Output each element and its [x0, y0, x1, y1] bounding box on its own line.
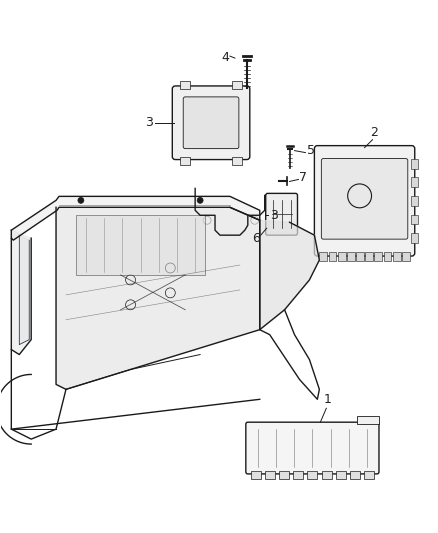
Bar: [336, 471, 346, 479]
Bar: [265, 471, 275, 479]
Bar: [393, 252, 401, 261]
Polygon shape: [11, 196, 260, 240]
Polygon shape: [260, 220, 319, 330]
Bar: [180, 157, 190, 165]
Bar: [411, 214, 418, 224]
FancyBboxPatch shape: [246, 422, 379, 474]
Bar: [232, 157, 242, 165]
FancyBboxPatch shape: [321, 158, 408, 239]
Bar: [307, 471, 318, 479]
Bar: [411, 233, 418, 243]
FancyBboxPatch shape: [183, 97, 239, 149]
Bar: [365, 252, 373, 261]
Bar: [180, 81, 190, 89]
Bar: [384, 252, 392, 261]
Bar: [374, 252, 382, 261]
Bar: [328, 252, 336, 261]
FancyBboxPatch shape: [172, 86, 250, 159]
Bar: [76, 215, 205, 275]
Bar: [411, 158, 418, 168]
Bar: [364, 471, 374, 479]
Circle shape: [78, 197, 84, 203]
Bar: [321, 471, 332, 479]
Bar: [347, 252, 355, 261]
FancyBboxPatch shape: [266, 193, 297, 235]
FancyBboxPatch shape: [314, 146, 415, 256]
Bar: [356, 252, 364, 261]
Polygon shape: [11, 230, 31, 354]
Polygon shape: [19, 235, 29, 345]
Circle shape: [197, 197, 203, 203]
Polygon shape: [56, 207, 260, 389]
Text: 2: 2: [371, 126, 378, 139]
Text: 1: 1: [323, 393, 331, 406]
Bar: [293, 471, 303, 479]
Text: 3: 3: [145, 116, 153, 130]
Bar: [411, 196, 418, 206]
Text: 7: 7: [300, 171, 307, 184]
Text: 6: 6: [252, 232, 260, 245]
Bar: [251, 471, 261, 479]
Text: 5: 5: [307, 144, 315, 157]
Bar: [357, 416, 379, 424]
Bar: [350, 471, 360, 479]
Bar: [279, 471, 289, 479]
Bar: [232, 81, 242, 89]
Bar: [338, 252, 346, 261]
Text: 4: 4: [221, 51, 229, 64]
Bar: [402, 252, 410, 261]
Bar: [319, 252, 327, 261]
Bar: [411, 177, 418, 187]
Text: 3: 3: [270, 209, 278, 222]
